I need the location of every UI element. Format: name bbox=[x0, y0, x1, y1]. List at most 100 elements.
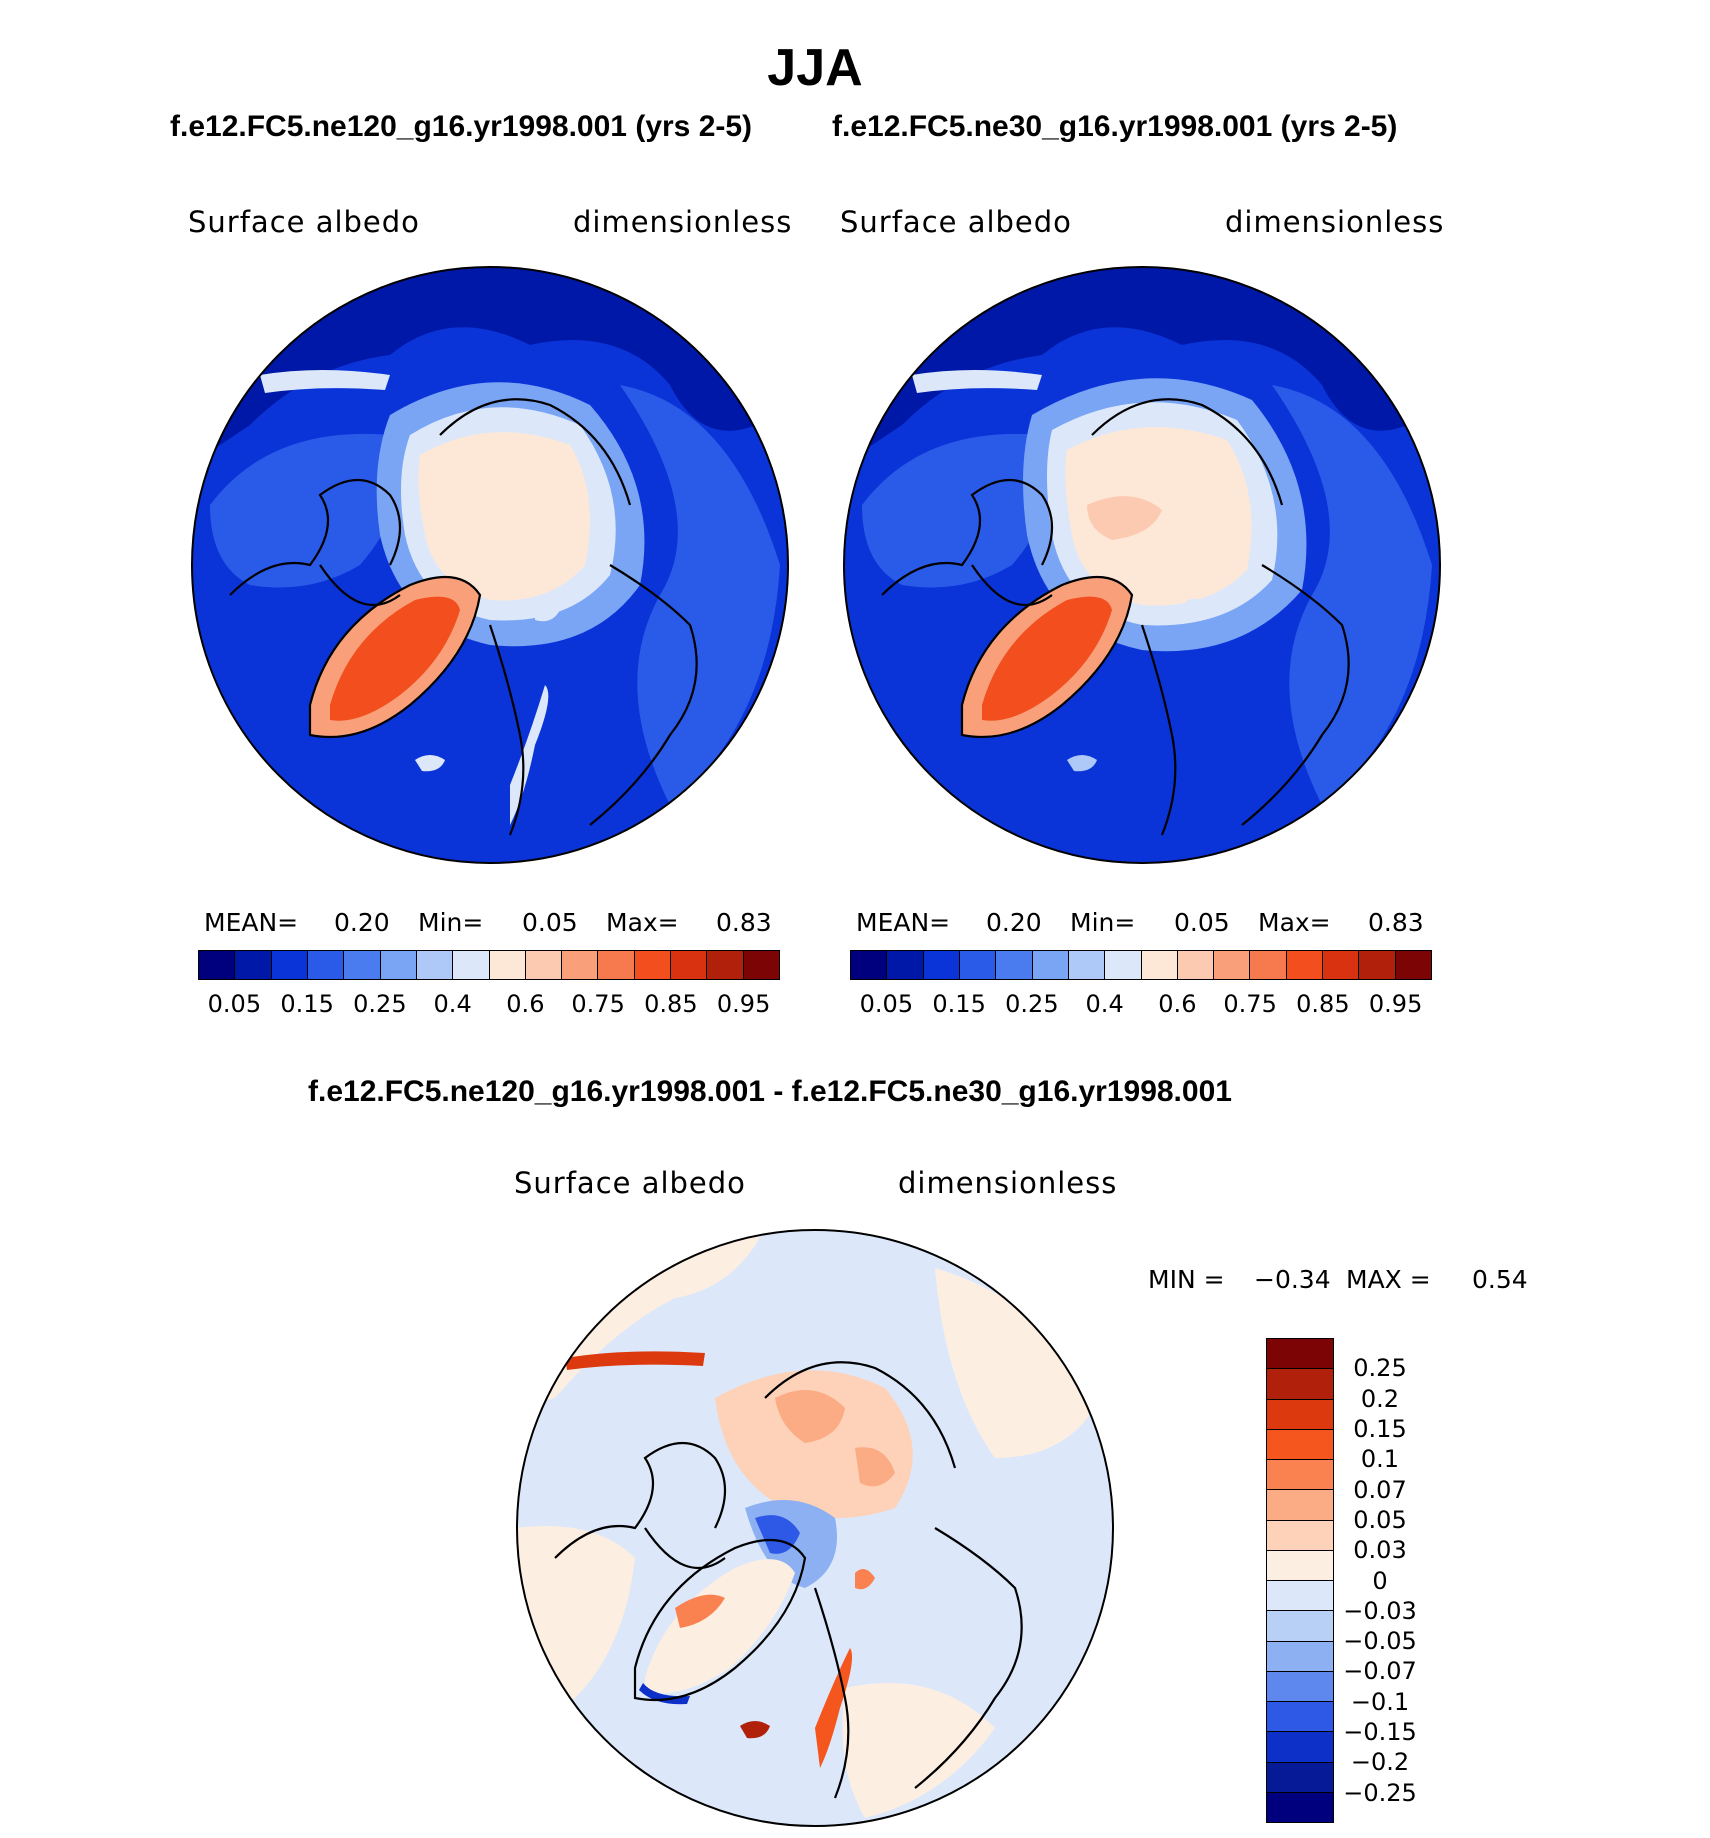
colorbar-swatch bbox=[1032, 951, 1069, 979]
colorbar-swatch bbox=[1267, 1490, 1333, 1521]
colorbar-label: −0.2 bbox=[1350, 1748, 1410, 1777]
greenland-core bbox=[982, 596, 1112, 721]
deep-blue-region bbox=[192, 267, 788, 465]
colorbar-swatch bbox=[1250, 951, 1287, 979]
colorbar-label: 0.2 bbox=[1360, 1384, 1400, 1413]
north-america-land bbox=[210, 433, 400, 588]
colorbar-tick-label: 0.4 bbox=[433, 990, 472, 1018]
colorbar-label: −0.07 bbox=[1343, 1657, 1417, 1686]
colorbar-label: 0.1 bbox=[1360, 1445, 1400, 1474]
colorbar-label: −0.05 bbox=[1343, 1627, 1417, 1656]
colorbar-tick-label: 0.85 bbox=[1296, 990, 1350, 1018]
colorbar-swatch bbox=[1177, 951, 1215, 979]
right-mean-label: MEAN= bbox=[856, 908, 951, 937]
left-min-value: 0.05 bbox=[522, 908, 578, 937]
colorbar-swatch bbox=[598, 951, 635, 979]
map-boundary bbox=[516, 1229, 1114, 1827]
right-case-title: f.e12.FC5.ne30_g16.yr1998.001 (yrs 2-5) bbox=[832, 110, 1398, 143]
colorbar-label: −0.15 bbox=[1343, 1718, 1417, 1747]
left-polar-map bbox=[191, 266, 789, 864]
left-mean-label: MEAN= bbox=[204, 908, 299, 937]
svalbard-positive bbox=[855, 1569, 875, 1590]
colorbar-swatch bbox=[344, 951, 381, 979]
colorbar-swatch bbox=[1267, 1732, 1333, 1763]
left-min-label: Min= bbox=[418, 908, 484, 937]
left-units-label: dimensionless bbox=[573, 205, 793, 239]
colorbar-tick-label: 0.05 bbox=[859, 990, 914, 1018]
left-variable-label: Surface albedo bbox=[188, 205, 420, 239]
colorbar-swatch bbox=[271, 951, 308, 979]
colorbar-swatch bbox=[1267, 1399, 1333, 1430]
colorbar-label: 0.15 bbox=[1353, 1414, 1407, 1443]
left-max-label: Max= bbox=[606, 908, 679, 937]
eurasia-land bbox=[620, 385, 780, 805]
colorbar-swatch bbox=[453, 951, 490, 979]
colorbar-tick-label: 0.85 bbox=[644, 990, 698, 1018]
colorbar-swatch bbox=[1267, 1762, 1333, 1793]
diff-variable-label: Surface albedo bbox=[514, 1166, 746, 1200]
svalbard bbox=[1187, 598, 1212, 622]
colorbar-label: −0.1 bbox=[1350, 1687, 1410, 1716]
diff-title: f.e12.FC5.ne120_g16.yr1998.001 - f.e12.F… bbox=[308, 1075, 1232, 1108]
north-america-land bbox=[862, 433, 1052, 588]
colorbar-swatch bbox=[1141, 951, 1178, 979]
right-colorbar bbox=[850, 950, 1432, 980]
colorbar-swatch bbox=[851, 951, 888, 979]
colorbar-tick-label: 0.75 bbox=[1223, 990, 1277, 1018]
figure-title: JJA bbox=[767, 39, 863, 97]
right-max-value: 0.83 bbox=[1368, 908, 1424, 937]
diff-colorbar-labels: 0.25 0.2 0.15 0.1 0.07 0.05 0.03 0 −0.03 −0.05 −0.… bbox=[1325, 1338, 1435, 1823]
colorbar-swatch bbox=[1359, 951, 1396, 979]
map-boundary bbox=[191, 266, 789, 864]
colorbar-tick-label: 0.6 bbox=[506, 990, 545, 1018]
colorbar-tick-label: 0.25 bbox=[1005, 990, 1059, 1018]
colorbar-swatch bbox=[996, 951, 1033, 979]
colorbar-tick-label: 0.25 bbox=[353, 990, 407, 1018]
colorbar-label: 0.03 bbox=[1353, 1536, 1407, 1565]
colorbar-swatch bbox=[307, 951, 345, 979]
colorbar-swatch bbox=[1323, 951, 1360, 979]
colorbar-label: −0.25 bbox=[1343, 1778, 1417, 1807]
arctic-positive-core bbox=[775, 1390, 845, 1443]
colorbar-swatch bbox=[1105, 951, 1142, 979]
right-mean-value: 0.20 bbox=[986, 908, 1042, 937]
diff-min-label: MIN = bbox=[1148, 1265, 1225, 1294]
left-colorbar-ticks: 0.05 0.15 0.25 0.4 0.6 0.75 0.85 0.95 bbox=[198, 990, 780, 1020]
colorbar-swatch bbox=[525, 951, 563, 979]
diff-max-value: 0.54 bbox=[1472, 1265, 1528, 1294]
colorbar-swatch bbox=[416, 951, 454, 979]
colorbar-swatch bbox=[199, 951, 236, 979]
right-variable-label: Surface albedo bbox=[840, 205, 1072, 239]
colorbar-swatch bbox=[1267, 1792, 1333, 1822]
right-polar-map bbox=[843, 266, 1441, 864]
colorbar-swatch bbox=[1267, 1460, 1333, 1491]
colorbar-label: 0.05 bbox=[1353, 1505, 1407, 1534]
right-units-label: dimensionless bbox=[1225, 205, 1445, 239]
colorbar-swatch bbox=[671, 951, 708, 979]
colorbar-tick-label: 0.75 bbox=[571, 990, 625, 1018]
positive-patch-se bbox=[842, 1683, 995, 1818]
left-mean-value: 0.20 bbox=[334, 908, 390, 937]
canada-ice-strip bbox=[260, 370, 390, 393]
colorbar-swatch bbox=[562, 951, 599, 979]
colorbar-swatch bbox=[1214, 951, 1251, 979]
colorbar-swatch bbox=[1267, 1641, 1333, 1672]
colorbar-swatch bbox=[1267, 1339, 1333, 1370]
greenland-positive bbox=[645, 1559, 795, 1694]
colorbar-swatch bbox=[707, 951, 744, 979]
greenland-neg-edge bbox=[639, 1683, 690, 1705]
greenland-coast bbox=[633, 1538, 807, 1702]
colorbar-swatch bbox=[634, 951, 672, 979]
sea-ice-core bbox=[418, 432, 590, 601]
scandinavia-positive bbox=[815, 1648, 853, 1768]
colorbar-swatch bbox=[1267, 1702, 1333, 1733]
right-colorbar-ticks: 0.05 0.15 0.25 0.4 0.6 0.75 0.85 0.95 bbox=[850, 990, 1432, 1020]
colorbar-swatch bbox=[1267, 1671, 1333, 1702]
coastline bbox=[881, 398, 1350, 836]
colorbar-swatch bbox=[959, 951, 997, 979]
map-boundary bbox=[843, 266, 1441, 864]
colorbar-label: −0.03 bbox=[1343, 1596, 1417, 1625]
diff-max-label: MAX = bbox=[1346, 1265, 1431, 1294]
colorbar-tick-label: 0.6 bbox=[1158, 990, 1197, 1018]
left-case-title: f.e12.FC5.ne120_g16.yr1998.001 (yrs 2-5) bbox=[170, 110, 753, 143]
